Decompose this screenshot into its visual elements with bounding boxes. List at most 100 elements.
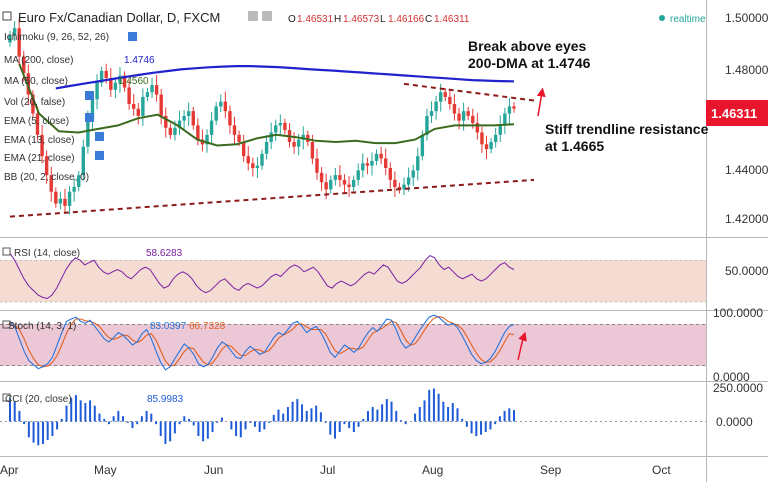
- cci-bar: [371, 406, 374, 422]
- x-tick-jul: Jul: [320, 463, 335, 477]
- stoch-collapse-icon[interactable]: [2, 320, 11, 329]
- annotation-stiff-line1: Stiff trendline resistance: [545, 121, 709, 137]
- stoch-legend[interactable]: Stoch (14, 3, 1): [8, 321, 76, 332]
- cci-bar: [136, 421, 139, 425]
- high-value: 1.46573: [343, 14, 380, 25]
- candle-body: [58, 198, 63, 204]
- candle-body: [214, 106, 218, 121]
- candle-body: [397, 186, 402, 190]
- x-tick-jun: Jun: [204, 463, 223, 477]
- candle-body: [22, 56, 26, 74]
- cci-bar: [376, 409, 379, 422]
- candle-body: [136, 108, 140, 116]
- candle-body: [232, 125, 237, 135]
- rsi-tick-50: 50.0000: [725, 264, 768, 278]
- candle-body: [109, 77, 113, 90]
- ma200-legend[interactable]: MA (200, close): [4, 55, 73, 66]
- rsi-collapse-icon[interactable]: [2, 247, 11, 256]
- candle-body: [8, 35, 12, 43]
- settings-icon[interactable]: [248, 11, 258, 21]
- ma50-legend[interactable]: MA (50, close): [4, 76, 68, 87]
- cci-bar: [258, 421, 261, 433]
- candle-body: [420, 134, 425, 157]
- cci-legend[interactable]: CCI (20, close): [5, 394, 72, 405]
- cci-bar: [244, 421, 247, 430]
- ichimoku-eye-icon[interactable]: [128, 32, 137, 41]
- candle-body: [104, 70, 108, 78]
- candle-body: [484, 144, 489, 150]
- cci-tick-250: 250.0000: [713, 381, 763, 395]
- ema2-legend[interactable]: EMA (13, close): [4, 135, 75, 146]
- ema1-legend[interactable]: EMA (5, close): [4, 116, 69, 127]
- cci-bar: [253, 421, 256, 427]
- candle-body: [77, 175, 81, 187]
- subpane-legends: RSI (14, close) 58.6283 Stoch (14, 3, 1)…: [2, 247, 226, 405]
- candle-body: [347, 184, 351, 187]
- symbol-title: Euro Fx/Canadian Dollar, D, FXCM: [18, 10, 220, 25]
- ema2-eye-icon[interactable]: [95, 132, 104, 141]
- cci-bar: [60, 418, 63, 422]
- ema3-legend[interactable]: EMA (21, close): [4, 153, 75, 164]
- candle-body: [260, 153, 264, 166]
- stoch-k-line: [9, 314, 515, 371]
- candle-body: [393, 179, 397, 187]
- lower-trendline[interactable]: [9, 178, 535, 218]
- candle-body: [402, 184, 406, 190]
- candle-body: [448, 96, 452, 105]
- cci-bar: [513, 410, 515, 422]
- cci-bar: [197, 421, 200, 437]
- candle-body: [251, 163, 255, 169]
- stoch-k-value: 83.0397: [150, 321, 187, 332]
- bb-legend[interactable]: BB (20, 2, close, 0): [4, 172, 89, 183]
- candle-body: [434, 101, 438, 112]
- rsi-legend[interactable]: RSI (14, close): [14, 248, 80, 259]
- cci-bar: [315, 405, 318, 422]
- cci-bar: [150, 413, 153, 422]
- cci-bar: [230, 421, 233, 430]
- candle-body: [283, 123, 287, 131]
- candle-body: [457, 113, 461, 121]
- vol-legend[interactable]: Vol (20, false): [4, 97, 65, 108]
- ma200-line: [55, 64, 515, 90]
- ema3-eye-icon[interactable]: [95, 151, 104, 160]
- candle-body: [246, 156, 250, 164]
- x-tick-oct: Oct: [652, 463, 671, 477]
- cci-bar: [202, 421, 205, 442]
- ichimoku-legend[interactable]: Ichimoku (9, 26, 52, 26): [4, 32, 109, 43]
- candle-body: [255, 165, 260, 169]
- candle-body: [338, 175, 342, 180]
- x-tick-sep: Sep: [540, 463, 562, 477]
- hide-icon[interactable]: [262, 11, 272, 21]
- candle-body: [443, 92, 447, 97]
- last-price-badge-text: 1.46311: [711, 106, 757, 121]
- candle-body: [498, 125, 502, 135]
- candle-body: [132, 104, 136, 109]
- candle-body: [241, 141, 246, 157]
- cci-bar: [187, 418, 190, 422]
- realtime-dot-icon: [659, 15, 665, 21]
- candle-body: [90, 99, 95, 121]
- cci-bar: [414, 413, 417, 422]
- close-label: C: [425, 14, 432, 25]
- cci-bar: [211, 421, 214, 433]
- vol-eye-icon[interactable]: [85, 91, 94, 100]
- candle-body: [356, 170, 360, 180]
- collapse-icon[interactable]: [2, 11, 12, 21]
- price-axis[interactable]: 1.50000 1.48000 1.44000 1.42000 50.0000 …: [713, 11, 768, 429]
- time-axis[interactable]: Apr May Jun Jul Aug Sep Oct: [0, 463, 671, 477]
- x-tick-may: May: [94, 463, 117, 477]
- upper-trendline[interactable]: [403, 82, 535, 102]
- ema1-eye-icon[interactable]: [85, 113, 94, 122]
- cci-bar: [381, 404, 384, 422]
- header-legend: Euro Fx/Canadian Dollar, D, FXCM O 1.465…: [2, 10, 706, 25]
- cci-bar: [310, 408, 313, 422]
- candle-body: [274, 125, 278, 133]
- cci-bar: [112, 416, 115, 422]
- cci-bar: [503, 410, 506, 422]
- cci-bar: [456, 408, 459, 422]
- candle-body: [182, 115, 186, 121]
- cci-collapse-icon[interactable]: [2, 393, 11, 402]
- cci-bar: [13, 401, 16, 422]
- cci-bar: [465, 421, 468, 427]
